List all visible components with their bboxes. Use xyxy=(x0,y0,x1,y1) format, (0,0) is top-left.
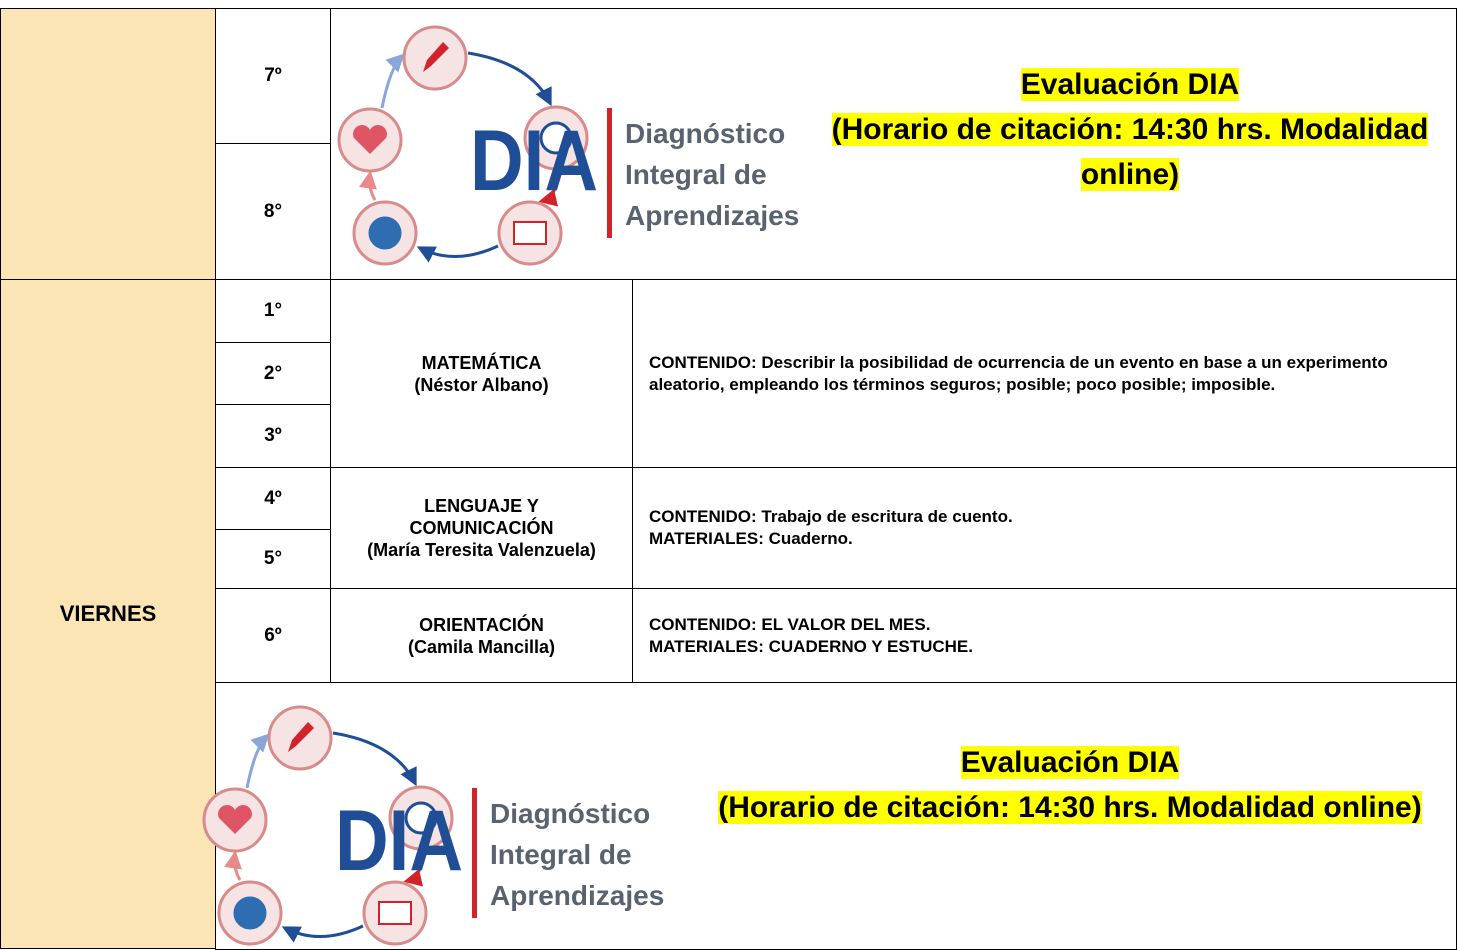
grade: 8° xyxy=(263,200,283,222)
grade: 6º xyxy=(264,624,282,646)
arrow xyxy=(467,51,552,107)
content: CONTENIDO: Describir la posibilidad de o… xyxy=(649,352,1388,394)
grade-cell: 2° xyxy=(215,342,331,405)
logo-name: Integral de xyxy=(625,159,767,190)
arrow xyxy=(332,731,417,787)
heart-icon xyxy=(353,125,387,154)
grade: 5° xyxy=(263,548,283,569)
subject: COMUNICACIÓN xyxy=(409,518,554,538)
logo: DIA Diagnóstico Integral de Aprendizajes xyxy=(202,705,664,946)
teacher: (Néstor Albano) xyxy=(414,374,549,395)
grade-cell: 3º xyxy=(215,404,331,468)
arrow xyxy=(403,852,427,887)
subject: MATEMÁTICA xyxy=(421,352,542,373)
arrow xyxy=(380,53,405,109)
content: CONTENIDO: EL VALOR DEL MES. xyxy=(649,614,931,634)
day-cell: VIERNES xyxy=(0,279,216,949)
notice-detail: (Horario de citación: 14:30 hrs. Modalid… xyxy=(831,113,1429,191)
grade: 2° xyxy=(263,362,283,384)
book-icon xyxy=(378,901,412,925)
grade-cell: 5° xyxy=(215,529,331,589)
grade: 7º xyxy=(264,65,282,86)
day: VIERNES xyxy=(59,601,157,626)
subject: LENGUAJE Y xyxy=(424,496,539,516)
subject: ORIENTACIÓN xyxy=(419,614,544,635)
logo-name: Aprendizajes xyxy=(625,200,799,231)
notice-title: Evaluación DIA xyxy=(1020,68,1240,101)
logo-acronym: DIA xyxy=(470,113,598,209)
notice-detail: (Horario de citación: 14:30 hrs. Modalid… xyxy=(718,791,1422,824)
logo-name: Diagnóstico xyxy=(490,798,650,829)
grade: 3º xyxy=(264,425,282,446)
logo-bar xyxy=(607,108,612,238)
content-cell: CONTENIDO: Describir la posibilidad de o… xyxy=(632,279,1457,468)
teacher: (María Teresita Valenzuela) xyxy=(367,540,596,560)
subject-cell: MATEMÁTICA (Néstor Albano) xyxy=(330,279,633,468)
day-cell xyxy=(0,8,216,280)
content: MATERIALES: Cuaderno. xyxy=(649,529,853,548)
logo-name: Diagnóstico xyxy=(625,118,785,149)
content-cell: CONTENIDO: EL VALOR DEL MES. MATERIALES: … xyxy=(632,588,1457,683)
book-icon xyxy=(513,221,547,245)
grade: 4º xyxy=(264,487,282,509)
icon-inner xyxy=(233,896,267,930)
logo: DIA Diagnóstico Integral de Aprendizajes xyxy=(337,25,799,266)
grade-cell: 4º xyxy=(215,467,331,530)
arrow xyxy=(538,172,562,207)
teacher: (Camila Mancilla) xyxy=(407,636,556,657)
grade-cell: 6º xyxy=(215,588,331,683)
logo-name: Aprendizajes xyxy=(490,880,664,911)
logo-bar xyxy=(472,788,477,918)
content-cell: CONTENIDO: Trabajo de escritura de cuent… xyxy=(632,467,1457,589)
logo-name: Integral de xyxy=(490,839,632,870)
content: MATERIALES: CUADERNO Y ESTUCHE. xyxy=(649,636,973,656)
content: CONTENIDO: Trabajo de escritura de cuent… xyxy=(649,507,1013,526)
arrow xyxy=(359,170,377,201)
subject-cell: ORIENTACIÓN (Camila Mancilla) xyxy=(330,588,633,683)
icon-inner xyxy=(539,121,573,155)
arrow xyxy=(224,850,242,881)
grade-cell: 1° xyxy=(215,279,331,343)
arrow xyxy=(281,924,364,943)
notice: Evaluación DIA (Horario de citación: 14:… xyxy=(830,62,1430,197)
grade-cell: 8° xyxy=(215,143,331,280)
notice: Evaluación DIA (Horario de citación: 14:… xyxy=(705,740,1435,830)
grade: 1° xyxy=(263,300,283,321)
notice-title: Evaluación DIA xyxy=(960,746,1180,779)
grade-cell: 7º xyxy=(215,8,331,144)
heart-icon xyxy=(218,805,252,834)
arrow xyxy=(416,244,499,263)
arrow xyxy=(245,733,270,789)
icon-inner xyxy=(404,801,438,835)
pencil-icon xyxy=(423,42,449,72)
subject-cell: LENGUAJE Y COMUNICACIÓN (María Teresita Va… xyxy=(330,467,633,589)
logo-acronym: DIA xyxy=(335,793,463,889)
icon-inner xyxy=(368,216,402,250)
pencil-icon xyxy=(288,722,314,752)
